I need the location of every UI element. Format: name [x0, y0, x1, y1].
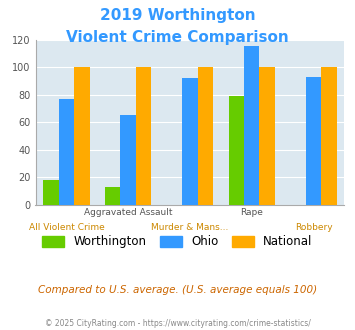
- Legend: Worthington, Ohio, National: Worthington, Ohio, National: [38, 231, 317, 253]
- Text: All Violent Crime: All Violent Crime: [28, 223, 104, 232]
- Bar: [198, 67, 213, 205]
- Bar: [321, 67, 337, 205]
- Bar: [260, 67, 275, 205]
- Text: Aggravated Assault: Aggravated Assault: [84, 208, 173, 217]
- Text: Rape: Rape: [240, 208, 263, 217]
- Bar: [120, 115, 136, 205]
- Bar: [229, 96, 244, 205]
- Bar: [244, 47, 260, 205]
- Bar: [306, 77, 321, 205]
- Text: Violent Crime Comparison: Violent Crime Comparison: [66, 30, 289, 45]
- Text: © 2025 CityRating.com - https://www.cityrating.com/crime-statistics/: © 2025 CityRating.com - https://www.city…: [45, 319, 310, 328]
- Text: Compared to U.S. average. (U.S. average equals 100): Compared to U.S. average. (U.S. average …: [38, 285, 317, 295]
- Bar: [74, 67, 89, 205]
- Bar: [182, 78, 198, 205]
- Bar: [105, 187, 120, 205]
- Text: 2019 Worthington: 2019 Worthington: [100, 8, 255, 23]
- Text: Murder & Mans...: Murder & Mans...: [151, 223, 229, 232]
- Bar: [136, 67, 151, 205]
- Text: Robbery: Robbery: [295, 223, 332, 232]
- Bar: [59, 99, 74, 205]
- Bar: [43, 180, 59, 205]
